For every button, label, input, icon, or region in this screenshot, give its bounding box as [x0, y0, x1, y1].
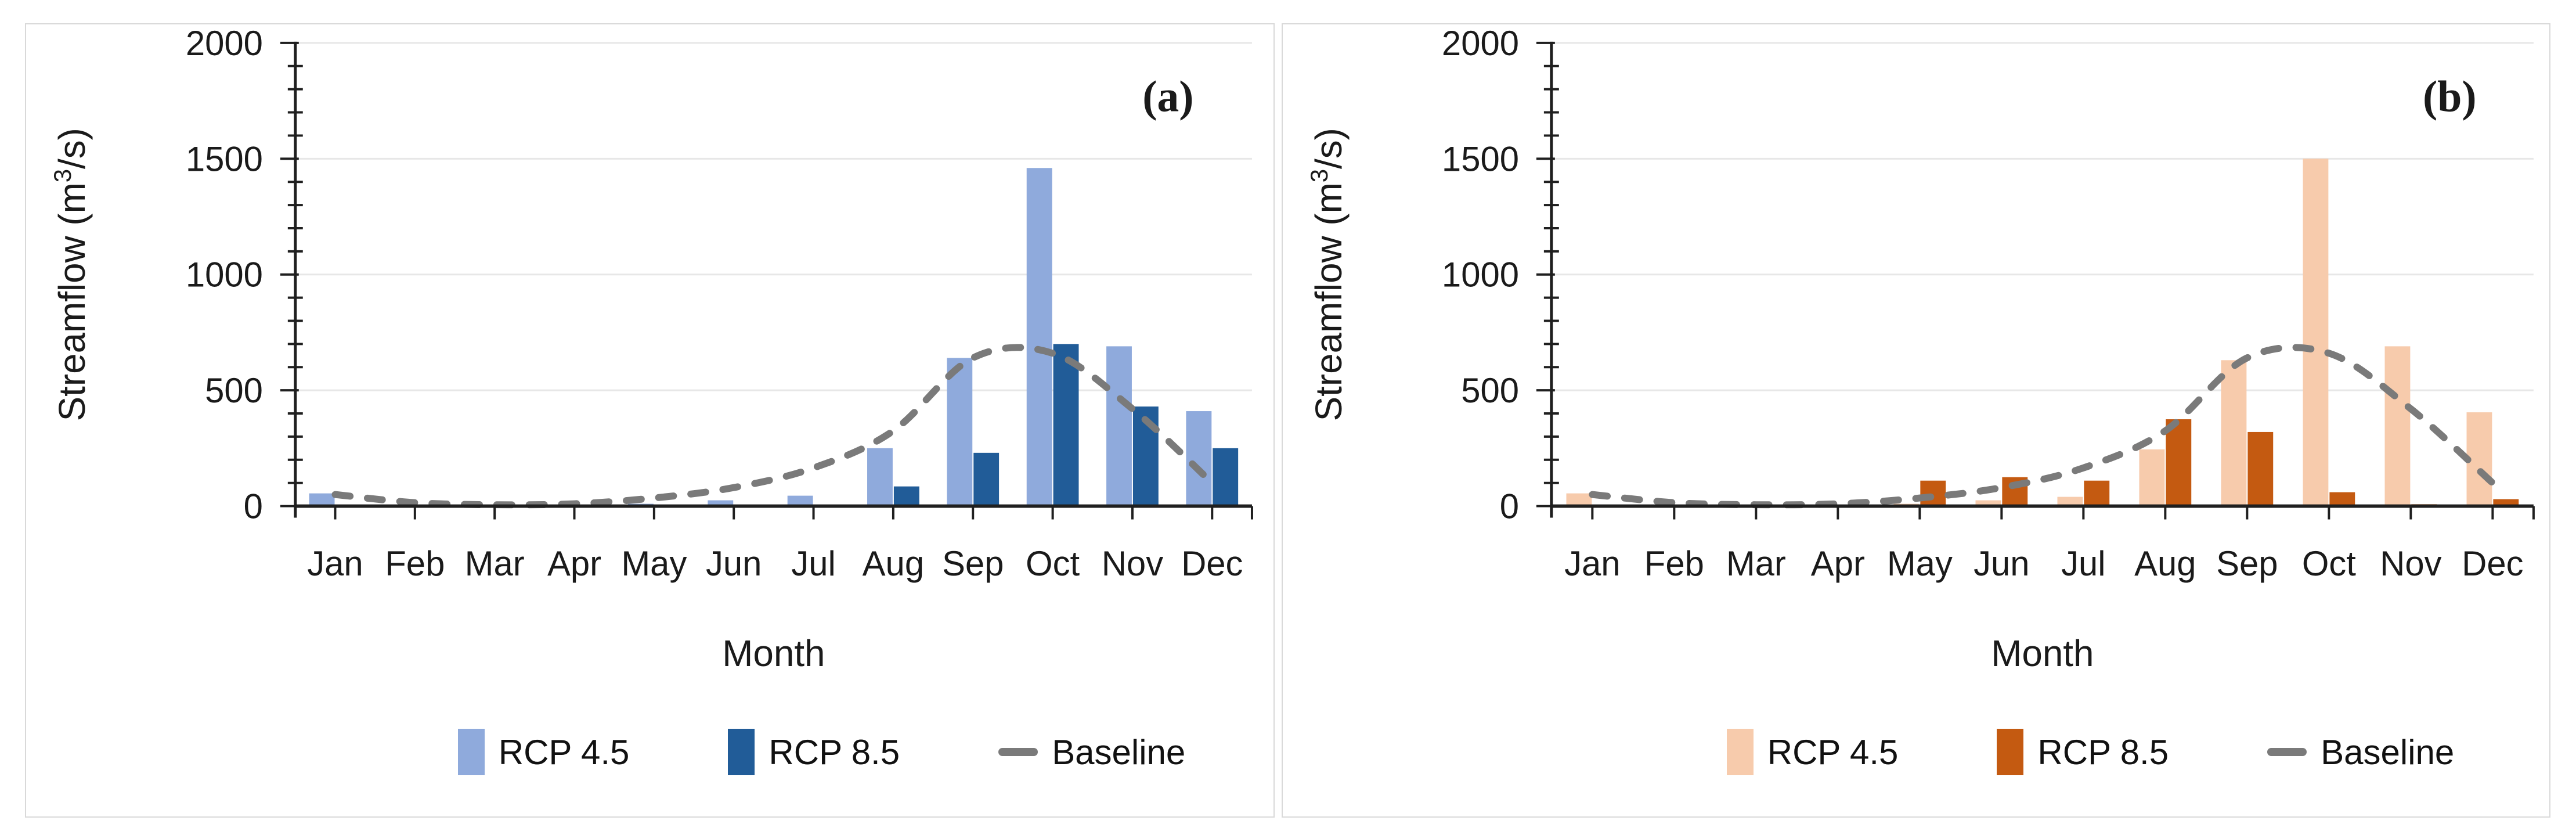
bar-rcp85-aug: [2166, 419, 2192, 506]
y-axis-tick-label-500: 500: [205, 371, 263, 410]
y-axis-title-b: Streamflow (m3/s): [1305, 128, 1350, 421]
x-axis-month-label-may: May: [1887, 544, 1953, 583]
x-axis-month-label-jul: Jul: [2061, 544, 2105, 583]
x-axis-month-label-aug: Aug: [2134, 544, 2196, 583]
bar-rcp85-aug: [893, 486, 919, 506]
y-axis-tick-label-1500: 1500: [1442, 139, 1519, 178]
chart-a: 0 500 1000 1500 2000 Jan Feb Mar Apr May Jun Jul Aug…: [49, 24, 1253, 674]
legend-label-rcp85: RCP 8.5: [2037, 732, 2169, 772]
legend-label-baseline: Baseline: [1052, 732, 1186, 772]
x-axis-month-label-sep: Sep: [942, 544, 1004, 583]
x-axis-month-label-oct: Oct: [1026, 544, 1080, 583]
legend-dash-marker-baseline: [998, 748, 1038, 756]
legend-swatch-rcp45: [457, 729, 485, 775]
bar-rcp85-oct: [1053, 344, 1079, 506]
legend-swatch-rcp85: [1997, 729, 2024, 775]
y-axis-title-a: Streamflow (m3/s): [49, 128, 93, 421]
legend-item-rcp85: RCP 8.5: [1997, 729, 2169, 775]
baseline-dashed-line: [1589, 344, 2496, 509]
bar-rcp45-aug: [2139, 449, 2165, 506]
bar-rcp45-sep: [947, 358, 973, 506]
x-axis-month-label-sep: Sep: [2216, 544, 2278, 583]
bar-rcp85-may: [1920, 480, 1946, 506]
bar-rcp85-sep: [973, 452, 1000, 506]
bar-rcp45-jan: [309, 493, 335, 506]
bar-rcp45-oct: [2303, 159, 2329, 506]
legend-a: RCP 4.5 RCP 8.5 Baseline: [342, 724, 1301, 780]
legend-label-rcp45: RCP 4.5: [1767, 732, 1899, 772]
y-axis-tick-label-2000: 2000: [186, 24, 263, 63]
y-axis-tick-label-1500: 1500: [186, 139, 263, 178]
legend-dash-marker-baseline: [2267, 748, 2307, 756]
panel-label-b: (b): [2423, 73, 2477, 121]
bar-rcp85-oct: [2329, 492, 2355, 506]
legend-b: RCP 4.5 RCP 8.5 Baseline: [1598, 724, 2576, 780]
x-axis-month-label-dec: Dec: [2462, 544, 2523, 583]
x-axis-month-label-aug: Aug: [863, 544, 924, 583]
y-axis-tick-label-0: 0: [244, 487, 263, 526]
y-axis-tick-label-500: 500: [1461, 371, 1519, 410]
bar-rcp45-dec: [1186, 411, 1212, 506]
y-axis-tick-label-1000: 1000: [1442, 256, 1519, 294]
bar-rcp45-sep: [2221, 360, 2247, 506]
x-axis-month-label-jan: Jan: [307, 544, 363, 583]
legend-item-rcp45: RCP 4.5: [457, 729, 630, 775]
bar-rcp45-nov: [2384, 346, 2411, 506]
panel-b: 0 500 1000 1500 2000 Jan Feb Mar Apr May Jun Jul Aug…: [1282, 23, 2550, 818]
bar-rcp85-dec: [1213, 448, 1239, 506]
bar-rcp85-sep: [2247, 431, 2274, 506]
bar-rcp45-jun: [708, 500, 734, 506]
bar-rcp45-jan: [1566, 493, 1592, 506]
x-axis-month-label-apr: Apr: [547, 544, 601, 583]
y-axis-tick-label-2000: 2000: [1442, 24, 1519, 63]
panel-label-a: (a): [1142, 73, 1193, 121]
bar-rcp45-aug: [867, 448, 893, 506]
x-axis-month-label-jul: Jul: [791, 544, 835, 583]
x-axis-month-label-may: May: [621, 544, 687, 583]
bar-rcp85-dec: [2493, 499, 2519, 506]
legend-swatch-rcp45: [1726, 729, 1754, 775]
legend-swatch-rcp85: [728, 729, 755, 775]
x-axis-month-label-dec: Dec: [1181, 544, 1243, 583]
x-axis-title-a: Month: [722, 632, 825, 674]
bar-rcp45-jul: [2057, 496, 2083, 506]
x-axis-month-label-oct: Oct: [2302, 544, 2356, 583]
legend-label-rcp45: RCP 4.5: [498, 732, 630, 772]
bar-rcp45-oct: [1026, 168, 1052, 506]
y-axis-tick-label-0: 0: [1500, 487, 1519, 526]
legend-item-rcp85: RCP 8.5: [728, 729, 900, 775]
x-axis-month-label-feb: Feb: [385, 544, 445, 583]
legend-item-rcp45: RCP 4.5: [1726, 729, 1899, 775]
legend-label-baseline: Baseline: [2321, 732, 2455, 772]
x-axis-month-label-nov: Nov: [1102, 544, 1163, 583]
bar-rcp85-jul: [2084, 480, 2110, 506]
chart-b: 0 500 1000 1500 2000 Jan Feb Mar Apr May Jun Jul Aug…: [1305, 24, 2535, 674]
legend-label-rcp85: RCP 8.5: [769, 732, 900, 772]
bar-rcp45-jun: [1975, 500, 2001, 506]
x-axis-month-label-jan: Jan: [1564, 544, 1620, 583]
x-axis-title-b: Month: [1991, 632, 2094, 674]
baseline-dashed-line: [331, 344, 1216, 509]
x-axis-month-label-feb: Feb: [1644, 544, 1704, 583]
x-axis-month-label-apr: Apr: [1811, 544, 1865, 583]
bar-rcp45-jul: [787, 495, 813, 506]
x-axis-month-label-jun: Jun: [1974, 544, 2029, 583]
x-axis-month-label-jun: Jun: [706, 544, 762, 583]
panel-a: 0 500 1000 1500 2000 Jan Feb Mar Apr May Jun Jul Aug…: [25, 23, 1275, 818]
y-axis-tick-label-1000: 1000: [186, 256, 263, 294]
legend-item-baseline: Baseline: [998, 732, 1185, 772]
legend-item-baseline: Baseline: [2267, 732, 2454, 772]
bar-rcp45-nov: [1106, 346, 1132, 506]
x-axis-month-label-mar: Mar: [465, 544, 525, 583]
x-axis-month-label-nov: Nov: [2380, 544, 2441, 583]
x-axis-month-label-mar: Mar: [1726, 544, 1786, 583]
